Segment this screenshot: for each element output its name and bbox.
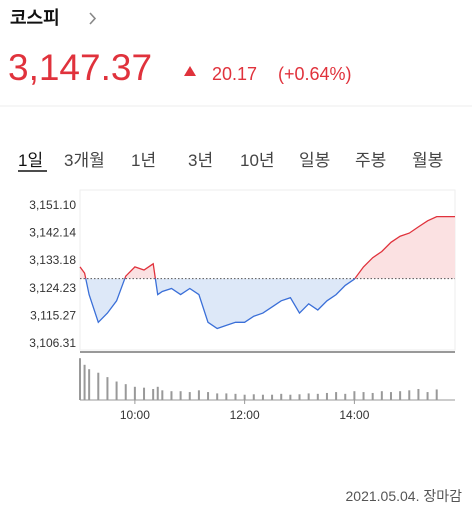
y-tick-label: 3,133.18	[29, 253, 76, 267]
tab[interactable]: 주봉	[355, 151, 386, 170]
volume-bar	[344, 393, 347, 400]
y-tick-label: 3,151.10	[29, 198, 76, 212]
y-tick-label: 3,115.27	[30, 308, 76, 322]
volume-bar	[362, 392, 365, 400]
volume-bar	[298, 394, 301, 400]
index-name: 코스피	[10, 8, 60, 28]
volume-bar	[417, 389, 420, 400]
volume-bar	[170, 391, 173, 400]
volume-bar	[426, 392, 429, 400]
market-status: 장마감	[423, 488, 462, 504]
volume-bar	[83, 364, 86, 400]
volume-bar	[289, 394, 292, 400]
volume-bar	[234, 393, 237, 400]
volume-bar	[316, 393, 319, 400]
volume-bar	[307, 393, 310, 400]
period-tabs: 1일 3개월 1년 3년 10년 일봉 주봉 월봉	[18, 151, 443, 170]
volume-bar	[252, 394, 255, 400]
change-percent: (+0.64%)	[278, 64, 352, 84]
tab[interactable]: 3년	[188, 151, 213, 170]
volume-bar	[353, 391, 356, 400]
volume-bar	[197, 390, 200, 400]
volume-bar	[152, 389, 155, 400]
chevron[interactable]	[89, 12, 97, 25]
y-tick-label: 3,106.31	[29, 336, 76, 350]
volume-bar	[243, 394, 246, 400]
tab[interactable]: 1일	[18, 151, 43, 170]
up-arrow	[184, 66, 196, 76]
volume-bar	[271, 394, 274, 400]
volume-bar	[325, 392, 328, 400]
volume-bar	[179, 391, 182, 400]
area-fill	[80, 216, 455, 329]
tab[interactable]: 1년	[131, 151, 156, 170]
volume-bar	[435, 389, 438, 400]
volume-bar	[188, 392, 191, 400]
x-tick-label: 14:00	[339, 408, 369, 422]
volume-bar	[216, 393, 219, 400]
volume-bar	[335, 392, 338, 400]
volume-bar	[408, 390, 411, 400]
tab[interactable]: 일봉	[299, 151, 330, 170]
volume-bar	[124, 384, 127, 400]
volume-bar	[133, 386, 136, 400]
volume-bar	[115, 381, 118, 400]
volume-bar	[280, 393, 283, 400]
price-line	[79, 215, 455, 330]
y-tick-label: 3,142.14	[29, 226, 76, 240]
volume-bar	[156, 386, 159, 400]
date: 2021.05.04.	[346, 488, 420, 504]
price: 3,147.37	[8, 47, 152, 88]
volume-bar	[371, 392, 374, 400]
volume-bar	[97, 372, 100, 400]
tab[interactable]: 3개월	[64, 151, 105, 170]
volume-bar	[106, 377, 109, 400]
volume-bar	[399, 391, 402, 400]
change: 20.17	[212, 64, 257, 84]
x-tick-label: 10:00	[120, 408, 150, 422]
volume-bar	[225, 393, 228, 400]
volume-bar	[161, 390, 164, 400]
volume-bar	[88, 369, 91, 400]
volume-bar	[380, 391, 383, 400]
volume-bar	[389, 392, 392, 400]
chart: 3,151.10 3,142.14 3,133.18 3,124.23 3,115.27…	[29, 189, 456, 422]
volume-bar	[79, 358, 81, 400]
volume-bar	[261, 394, 264, 400]
tab[interactable]: 10년	[240, 151, 275, 170]
x-tick-label: 12:00	[230, 408, 260, 422]
tab[interactable]: 월봉	[412, 151, 443, 170]
footer: 2021.05.04. 장마감	[346, 488, 463, 504]
y-tick-label: 3,124.23	[29, 281, 76, 295]
volume-bar	[207, 392, 210, 400]
volume-bar	[143, 387, 146, 400]
